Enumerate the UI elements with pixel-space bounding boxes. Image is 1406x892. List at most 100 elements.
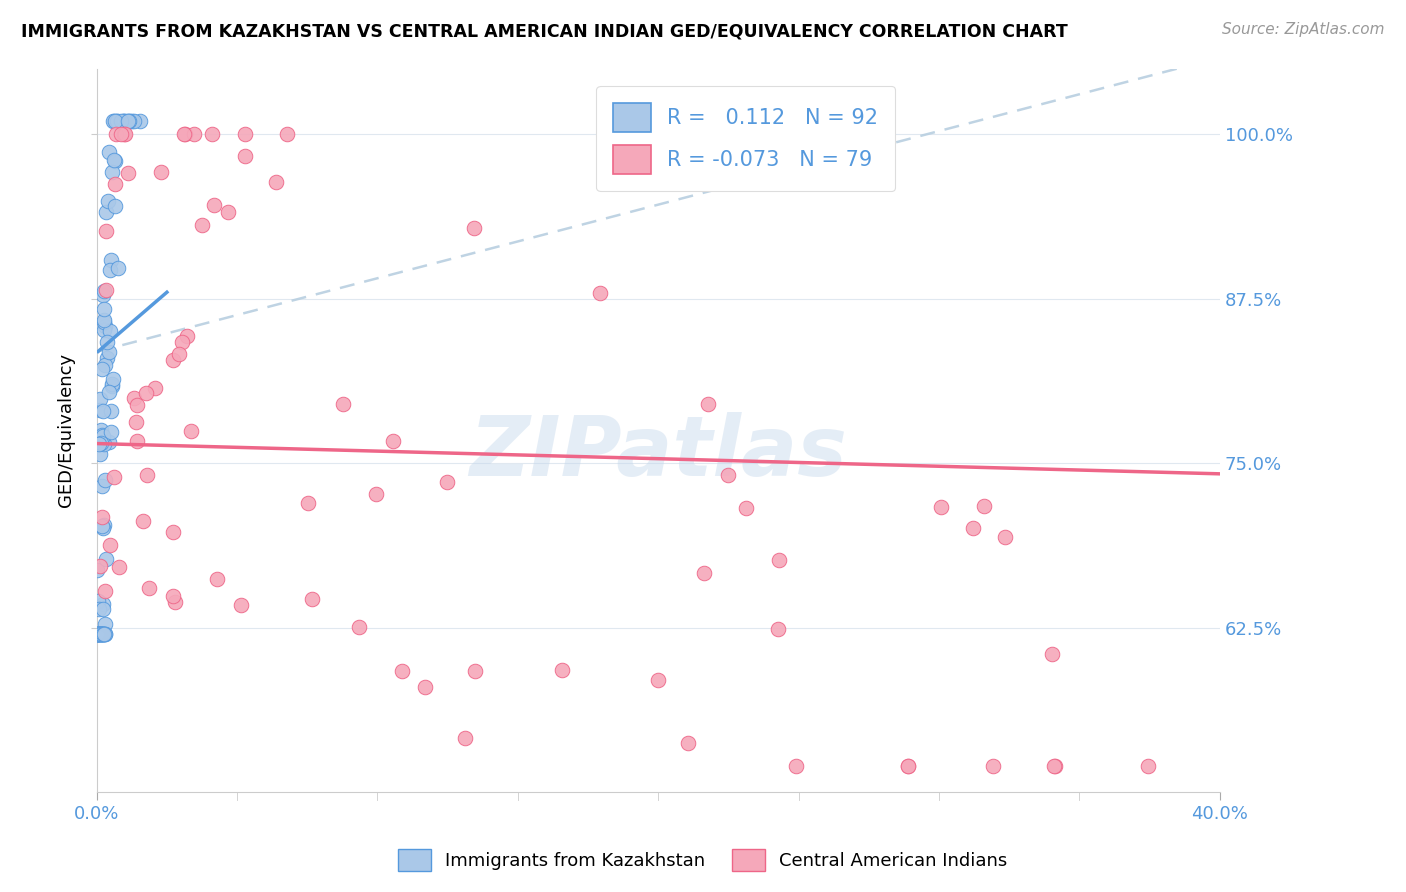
Point (454, 731, 477, 746)
Point (463, 220, 485, 235)
Point (96, 224, 118, 238)
Point (297, 496, 319, 510)
Point (107, 260, 129, 275)
Point (993, 530, 1015, 544)
Point (96, 335, 118, 350)
Point (693, 566, 716, 581)
Point (169, 346, 191, 360)
Point (163, 595, 186, 609)
Point (103, 114, 125, 128)
Point (217, 205, 239, 219)
Point (89, 447, 111, 461)
Point (98, 384, 121, 399)
Point (1040, 647, 1063, 661)
Point (233, 128, 256, 142)
Point (391, 665, 413, 679)
Point (100, 252, 122, 267)
Text: ZIPatlas: ZIPatlas (470, 411, 848, 492)
Point (110, 114, 132, 128)
Point (276, 128, 298, 142)
Point (90, 428, 112, 442)
Point (301, 592, 323, 607)
Point (93, 518, 115, 533)
Point (1137, 759, 1160, 773)
Point (105, 114, 128, 128)
Point (86, 563, 108, 577)
Point (97, 194, 120, 208)
Point (93, 315, 115, 329)
Point (190, 218, 212, 232)
Point (90, 436, 112, 450)
Point (735, 501, 758, 516)
Point (103, 470, 125, 484)
Point (96, 351, 118, 366)
Point (101, 376, 124, 391)
Point (91, 598, 114, 612)
Point (150, 165, 173, 179)
Point (93, 403, 115, 417)
Legend: Immigrants from Kazakhstan, Central American Indians: Immigrants from Kazakhstan, Central Amer… (391, 842, 1015, 879)
Point (86, 627, 108, 641)
Point (91, 478, 114, 492)
Point (93, 627, 115, 641)
Point (697, 397, 720, 411)
Legend: R =   0.112   N = 92, R = -0.073   N = 79: R = 0.112 N = 92, R = -0.073 N = 79 (596, 87, 894, 191)
Point (91, 627, 114, 641)
Point (90, 627, 112, 641)
Point (122, 391, 145, 405)
Point (89, 402, 111, 417)
Point (112, 128, 135, 142)
Point (100, 425, 122, 439)
Point (207, 572, 229, 586)
Point (162, 525, 184, 540)
Point (103, 153, 125, 168)
Point (264, 175, 287, 189)
Point (962, 521, 984, 535)
Point (929, 500, 952, 514)
Point (93, 313, 115, 327)
Point (97, 344, 120, 359)
Point (589, 286, 612, 301)
Point (464, 664, 486, 678)
Point (104, 154, 127, 169)
Point (981, 759, 1004, 773)
Point (201, 128, 224, 142)
Point (86, 594, 108, 608)
Point (135, 386, 157, 401)
Point (87, 627, 110, 641)
Point (120, 114, 142, 128)
Point (94, 358, 117, 372)
Point (551, 664, 574, 678)
Y-axis label: GED/Equivalency: GED/Equivalency (58, 353, 75, 508)
Point (101, 114, 124, 128)
Point (124, 416, 146, 430)
Point (162, 353, 184, 368)
Point (96, 551, 118, 566)
Point (104, 114, 127, 128)
Point (125, 398, 148, 412)
Point (1042, 759, 1064, 773)
Point (766, 622, 789, 636)
Point (87, 437, 110, 451)
Point (101, 379, 124, 393)
Point (93, 284, 115, 298)
Point (145, 381, 167, 395)
Point (347, 620, 370, 634)
Point (202, 197, 225, 211)
Point (104, 178, 127, 192)
Point (94, 473, 117, 487)
Point (233, 149, 256, 163)
Point (98, 262, 121, 277)
Point (121, 114, 143, 128)
Point (94, 319, 117, 334)
Point (87, 627, 110, 641)
Point (93, 520, 115, 534)
Point (183, 128, 205, 142)
Point (678, 736, 700, 750)
Point (93, 437, 115, 451)
Point (90, 627, 112, 641)
Point (115, 114, 138, 128)
Point (332, 397, 354, 411)
Point (86, 627, 108, 641)
Point (136, 468, 159, 483)
